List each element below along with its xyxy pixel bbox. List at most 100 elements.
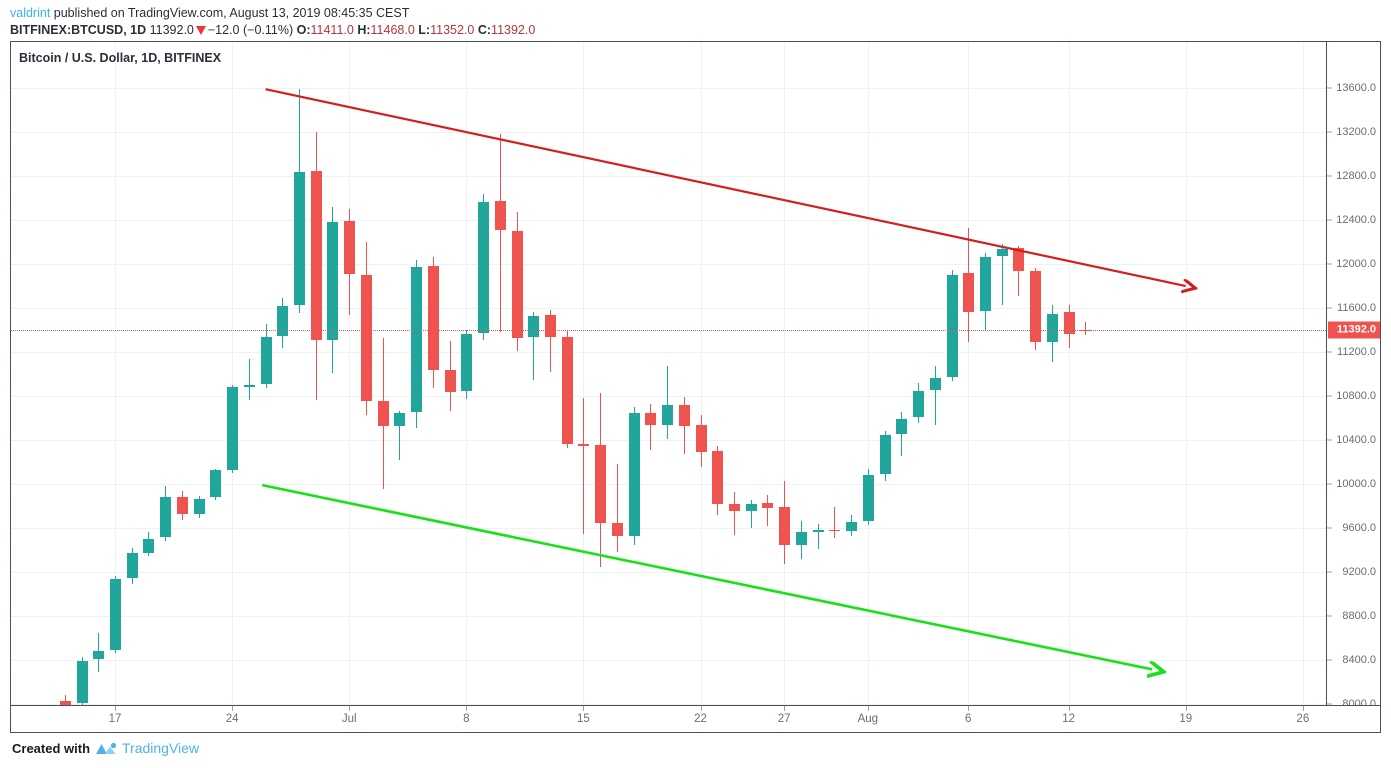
time-axis-tick <box>583 706 584 711</box>
price-axis[interactable]: 13600.0 13200.0 12800.0 12400.0 12000.0 11600… <box>1326 42 1380 705</box>
price-axis-tick <box>1327 87 1332 88</box>
time-axis-tick <box>1069 706 1070 711</box>
last-price: 11392.0 <box>149 23 194 37</box>
price-axis-label: 12000.0 <box>1336 257 1376 270</box>
price-axis-tick <box>1327 439 1332 440</box>
time-axis-tick <box>232 706 233 711</box>
time-axis-label: 15 <box>577 713 590 725</box>
publication-line: valdrint published on TradingView.com, A… <box>10 5 1391 21</box>
tradingview-brand[interactable]: TradingView <box>122 740 200 756</box>
candle-body <box>210 470 221 497</box>
low-value: 11352.0 <box>430 23 475 37</box>
time-axis-tick <box>868 706 869 711</box>
price-axis-label: 13600.0 <box>1336 81 1376 94</box>
time-axis-tick <box>115 706 116 711</box>
candle-wick <box>901 412 902 456</box>
candle-wick <box>818 524 819 550</box>
price-axis-label: 11200.0 <box>1337 345 1376 358</box>
open-label: O: <box>296 23 311 37</box>
candle-body <box>746 504 757 511</box>
price-axis-label: 10800.0 <box>1336 389 1376 402</box>
gridline-horizontal <box>11 571 1326 573</box>
price-axis-label: 10400.0 <box>1336 433 1376 446</box>
time-axis-tick <box>701 706 702 711</box>
price-axis-label: 10000.0 <box>1336 477 1376 490</box>
price-axis-tick <box>1327 527 1332 528</box>
time-axis-label: 17 <box>108 713 122 725</box>
resistance-trendline[interactable] <box>265 88 1186 286</box>
gridline-horizontal <box>11 703 1326 705</box>
low-label: L: <box>418 23 431 37</box>
time-axis-label: Jul <box>341 713 357 725</box>
candle-wick <box>734 492 735 536</box>
candle-body <box>930 377 941 390</box>
time-axis-label: 26 <box>1296 713 1310 725</box>
price-axis-tick <box>1327 571 1332 572</box>
time-axis-label: 12 <box>1062 713 1076 725</box>
tradingview-logo-icon <box>96 742 117 754</box>
candle-body <box>160 496 171 538</box>
price-change: −12.0 (−0.11%) <box>207 23 294 37</box>
candle-body <box>344 220 355 275</box>
support-trendline[interactable] <box>261 483 1152 669</box>
candle-body <box>1013 248 1024 272</box>
candle-wick <box>500 133 501 332</box>
time-axis-label: 22 <box>694 713 707 725</box>
price-axis-label: 12400.0 <box>1336 213 1376 226</box>
gridline-vertical <box>1186 42 1187 705</box>
gridline-vertical <box>349 42 350 705</box>
time-axis-tick <box>1303 706 1304 711</box>
candle-body <box>980 256 991 311</box>
candle-body <box>913 391 924 418</box>
time-axis-label: 27 <box>777 713 791 725</box>
gridline-vertical <box>232 42 233 705</box>
chart-frame: Bitcoin / U.S. Dollar, 1D, BITFINEX 1360… <box>10 41 1381 733</box>
candle-body <box>244 384 255 387</box>
chart-plot-area[interactable]: Bitcoin / U.S. Dollar, 1D, BITFINEX <box>11 42 1326 705</box>
price-axis-tick <box>1327 483 1332 484</box>
candle-body <box>277 306 288 337</box>
candle-wick <box>667 365 668 440</box>
candle-wick <box>1085 321 1086 335</box>
price-axis-tick <box>1327 307 1332 308</box>
time-axis[interactable]: 17 24 Jul 8 15 22 27 Aug 6 12 19 26 <box>11 705 1380 732</box>
gridline-horizontal <box>11 615 1326 617</box>
footer-attribution: Created with TradingView <box>12 740 199 756</box>
candle-body <box>143 538 154 553</box>
current-price-badge: 11392.0 <box>1328 321 1380 339</box>
high-label: H: <box>357 23 371 37</box>
triangle-down-icon <box>195 26 206 35</box>
candle-body <box>512 230 523 339</box>
price-axis-tick <box>1327 219 1332 220</box>
time-axis-tick <box>784 706 785 711</box>
price-axis-tick <box>1327 615 1332 616</box>
price-axis-label: 8400.0 <box>1342 653 1376 666</box>
gridline-vertical <box>1069 42 1070 705</box>
symbol-label[interactable]: BITFINEX:BTCUSD, 1D <box>10 23 147 37</box>
candle-body <box>461 333 472 392</box>
candle-wick <box>533 311 534 381</box>
gridline-vertical <box>115 42 116 705</box>
price-axis-label: 8000.0 <box>1342 697 1376 706</box>
candle-body <box>1080 329 1091 331</box>
candle-body <box>712 450 723 505</box>
candle-body <box>762 503 773 508</box>
gridline-vertical <box>1303 42 1304 705</box>
publication-text: published on TradingView.com, August 13,… <box>53 6 410 20</box>
gridline-vertical <box>701 42 702 705</box>
candle-wick <box>550 309 551 373</box>
gridline-vertical <box>583 42 584 705</box>
candle-body <box>595 445 606 524</box>
gridline-vertical <box>968 42 969 705</box>
price-axis-tick <box>1327 351 1332 352</box>
price-axis-label: 9600.0 <box>1342 521 1376 534</box>
gridline-vertical <box>868 42 869 705</box>
author-name[interactable]: valdrint <box>10 6 51 20</box>
candle-body <box>645 413 656 426</box>
chart-legend: Bitcoin / U.S. Dollar, 1D, BITFINEX <box>19 51 222 65</box>
chart-header: valdrint published on TradingView.com, A… <box>0 0 1391 40</box>
candle-body <box>528 316 539 338</box>
trendline-overlay <box>261 88 1326 705</box>
candle-body <box>729 504 740 511</box>
